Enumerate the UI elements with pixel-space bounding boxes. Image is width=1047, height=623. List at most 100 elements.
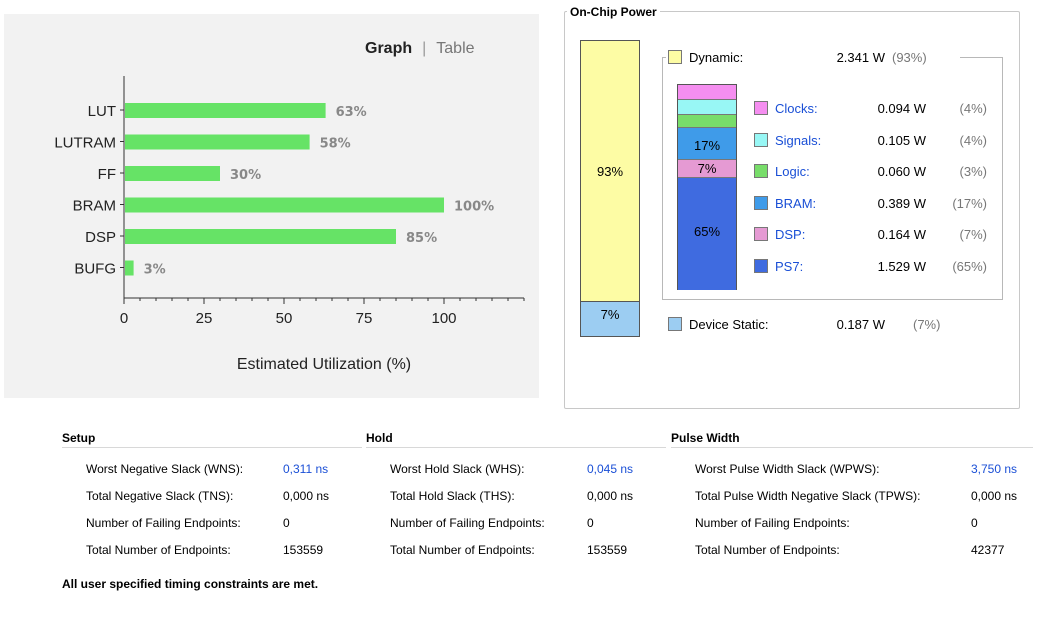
y-tick-label: BUFG (74, 261, 116, 278)
dynamic-swatch (668, 50, 682, 64)
bram-pct: (17%) (952, 196, 987, 211)
seg-dsp: 7% (678, 160, 736, 178)
y-tick-label: BRAM (73, 198, 116, 215)
bar-lut (125, 103, 326, 118)
bar-ff (125, 166, 220, 181)
hold-row-label: Total Number of Endpoints: (390, 543, 535, 557)
tab-table[interactable]: Table (436, 40, 475, 57)
logic-swatch (754, 164, 768, 178)
utilization-panel: 0 25 50 75 100 Estimated Utilization (%) LUT 63… (4, 14, 539, 398)
bar-value-label: 58% (320, 137, 351, 152)
setup-row-label: Worst Negative Slack (WNS): (86, 462, 244, 476)
x-tick-label: 75 (356, 310, 373, 327)
tpws-value: 0,000 ns (971, 489, 1018, 503)
y-tick-label: FF (98, 166, 116, 183)
device-static-swatch (668, 317, 682, 331)
bar-value-label: 3% (144, 263, 166, 278)
clocks-value: 0.094 W (877, 101, 926, 116)
pulse-failing-value: 0 (971, 516, 978, 530)
signals-pct: (4%) (959, 133, 987, 148)
logic-pct: (3%) (959, 164, 987, 179)
static-bar-label: 7% (600, 307, 620, 322)
hold-row-label: Total Hold Slack (THS): (390, 489, 515, 503)
seg-signals (678, 100, 736, 115)
bar-bufg (125, 260, 134, 276)
pulse-row-label: Number of Failing Endpoints: (695, 516, 850, 530)
bram-link[interactable]: BRAM: (775, 196, 817, 211)
seg-bram: 17% (678, 128, 736, 160)
pulse-row-label: Total Number of Endpoints: (695, 543, 840, 557)
wns-link[interactable]: 0,311 ns (283, 462, 329, 476)
power-panel (564, 11, 1020, 409)
hold-row-label: Worst Hold Slack (WHS): (390, 462, 525, 476)
ps7-value: 1.529 W (877, 259, 926, 274)
setup-row-label: Total Number of Endpoints: (86, 543, 231, 557)
clocks-swatch (754, 101, 768, 115)
static-bar: 7% (580, 301, 640, 337)
bram-value: 0.389 W (877, 196, 926, 211)
setup-endpoints-value: 153559 (283, 543, 324, 557)
dsp-pct: (7%) (959, 227, 987, 242)
dynamic-bar-label: 93% (596, 164, 624, 179)
seg-ps7: 65% (678, 178, 736, 290)
ths-value: 0,000 ns (587, 489, 634, 503)
pulse-row-label: Total Pulse Width Negative Slack (TPWS): (695, 489, 921, 503)
dynamic-bar: 93% (580, 40, 640, 302)
setup-failing-value: 0 (283, 516, 290, 530)
y-tick-label: LUTRAM (54, 135, 116, 152)
clocks-pct: (4%) (959, 101, 987, 116)
setup-title: Setup (62, 431, 96, 445)
device-static-value: 0.187 W (836, 317, 885, 332)
seg-clocks (678, 85, 736, 100)
x-tick-label: 50 (276, 310, 293, 327)
frame-top-left (662, 57, 666, 58)
hold-endpoints-value: 153559 (587, 543, 628, 557)
hold-row-label: Number of Failing Endpoints: (390, 516, 545, 530)
bar-lutram (125, 134, 310, 150)
logic-value: 0.060 W (877, 164, 926, 179)
bar-value-label: 30% (230, 168, 261, 183)
setup-row-label: Number of Failing Endpoints: (86, 516, 241, 530)
ps7-pct: (65%) (952, 259, 987, 274)
logic-link[interactable]: Logic: (775, 164, 810, 179)
tns-value: 0,000 ns (283, 489, 330, 503)
wpws-link[interactable]: 3,750 ns (971, 462, 1018, 476)
x-tick-label: 25 (196, 310, 213, 327)
dsp-value: 0.164 W (877, 227, 926, 242)
tab-separator: | (422, 40, 427, 57)
whs-link[interactable]: 0,045 ns (587, 462, 634, 476)
tab-graph[interactable]: Graph (365, 40, 413, 57)
timing-status-message: All user specified timing constraints ar… (62, 577, 319, 591)
frame-top-right (960, 57, 1003, 58)
signals-value: 0.105 W (877, 133, 926, 148)
x-tick-label: 100 (431, 310, 456, 327)
hold-failing-value: 0 (587, 516, 594, 530)
x-axis-title: Estimated Utilization (%) (237, 356, 411, 373)
dynamic-breakdown-frame (662, 57, 1003, 300)
dynamic-pct: (93%) (892, 50, 927, 65)
bram-swatch (754, 196, 768, 210)
utilization-chart: 0 25 50 75 100 Estimated Utilization (%) LUT 63… (54, 76, 525, 373)
device-static-pct: (7%) (913, 317, 941, 332)
bar-value-label: 85% (406, 231, 437, 246)
pulse-row-label: Worst Pulse Width Slack (WPWS): (695, 462, 880, 476)
hold-divider (366, 447, 666, 448)
power-title: On-Chip Power (567, 5, 660, 19)
clocks-link[interactable]: Clocks: (775, 101, 818, 116)
signals-link[interactable]: Signals: (775, 133, 822, 148)
bar-value-label: 100% (454, 200, 494, 215)
ps7-link[interactable]: PS7: (775, 259, 804, 274)
pulse-width-title: Pulse Width (671, 431, 740, 445)
dynamic-breakdown-bar: 17% 7% 65% (677, 84, 737, 290)
dsp-swatch (754, 227, 768, 241)
signals-swatch (754, 133, 768, 147)
hold-title: Hold (366, 431, 393, 445)
bar-dsp (125, 229, 396, 244)
x-tick-label: 0 (120, 310, 128, 327)
bar-bram (125, 197, 444, 213)
dsp-link[interactable]: DSP: (775, 227, 806, 242)
y-tick-label: LUT (88, 103, 116, 120)
seg-logic (678, 115, 736, 128)
dynamic-label: Dynamic: (689, 50, 744, 65)
dynamic-value: 2.341 W (836, 50, 885, 65)
